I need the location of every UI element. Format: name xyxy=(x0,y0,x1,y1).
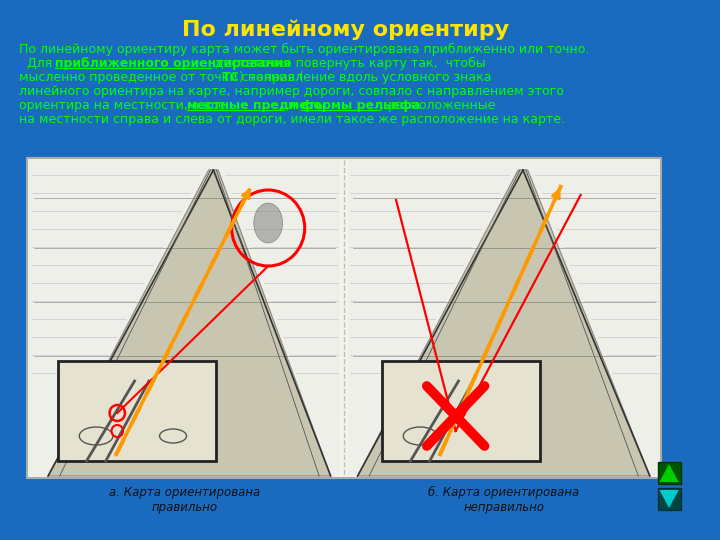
Text: Для: Для xyxy=(19,57,56,70)
Ellipse shape xyxy=(253,203,283,243)
Polygon shape xyxy=(660,464,679,482)
Text: формы рельефа: формы рельефа xyxy=(301,99,420,112)
Text: приближенного ориентирования: приближенного ориентирования xyxy=(55,57,291,70)
Text: , расположенные: , расположенные xyxy=(379,99,495,112)
Text: б. Карта ориентирована
неправильно: б. Карта ориентирована неправильно xyxy=(428,486,580,514)
Text: а. Карта ориентирована
правильно: а. Карта ориентирована правильно xyxy=(109,486,260,514)
Bar xyxy=(348,160,660,476)
Text: ориентира на местности, а все: ориентира на местности, а все xyxy=(19,99,234,112)
Text: местные предметы: местные предметы xyxy=(187,99,327,112)
Bar xyxy=(27,158,662,478)
Text: и: и xyxy=(284,99,300,112)
Text: мысленно проведенное от точки стояния (: мысленно проведенное от точки стояния ( xyxy=(19,71,304,84)
Bar xyxy=(58,361,216,461)
Bar xyxy=(382,361,540,461)
Polygon shape xyxy=(48,170,330,476)
Bar xyxy=(657,462,680,484)
Text: ) направление вдоль условного знака: ) направление вдоль условного знака xyxy=(239,71,492,84)
Text: По линейному ориентиру карта может быть ориентирована приближенно или точно.: По линейному ориентиру карта может быть … xyxy=(19,43,590,56)
Polygon shape xyxy=(660,490,679,508)
Bar xyxy=(657,488,680,510)
Text: на местности справа и слева от дороги, имели такое же расположение на карте.: на местности справа и слева от дороги, и… xyxy=(19,113,565,126)
Text: линейного ориентира на карте, например дороги, совпало с направлением этого: линейного ориентира на карте, например д… xyxy=(19,85,564,98)
Text: По линейному ориентиру: По линейному ориентиру xyxy=(182,20,510,40)
Text: достаточно повернуть карту так,  чтобы: достаточно повернуть карту так, чтобы xyxy=(210,57,485,70)
Text: ТС: ТС xyxy=(222,71,240,84)
Polygon shape xyxy=(358,170,650,476)
Bar xyxy=(29,160,341,476)
